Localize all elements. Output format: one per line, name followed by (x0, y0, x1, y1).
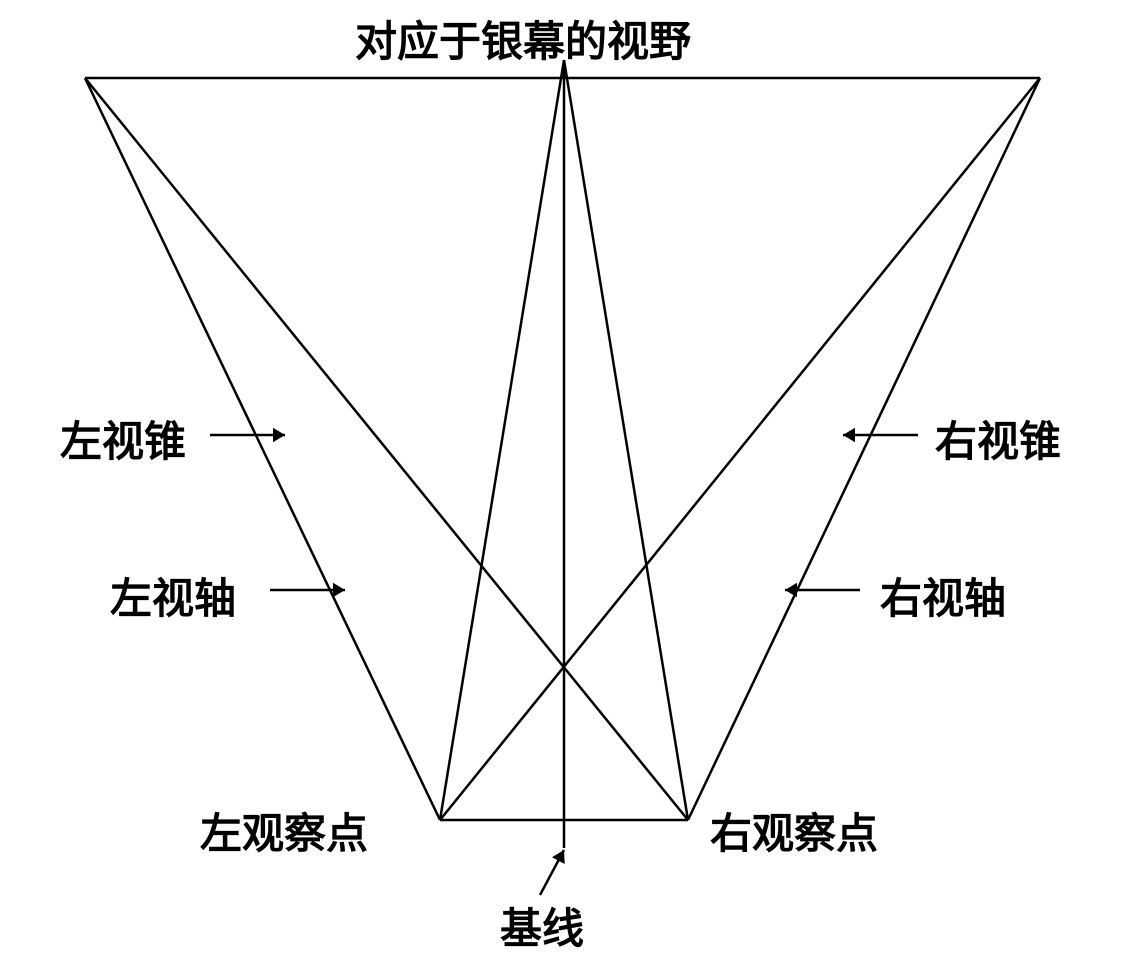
right-axis-label: 右视轴 (880, 565, 1006, 626)
right-cone-label: 右视锥 (935, 408, 1061, 469)
left-observation-point-label: 左观察点 (200, 800, 368, 861)
title-label: 对应于银幕的视野 (355, 8, 691, 69)
left-cone-label: 左视锥 (60, 408, 186, 469)
left-axis-label: 左视轴 (110, 565, 236, 626)
right-observation-point-label: 右观察点 (710, 800, 878, 861)
baseline-label: 基线 (500, 895, 584, 956)
stereo-vision-diagram (0, 0, 1128, 953)
